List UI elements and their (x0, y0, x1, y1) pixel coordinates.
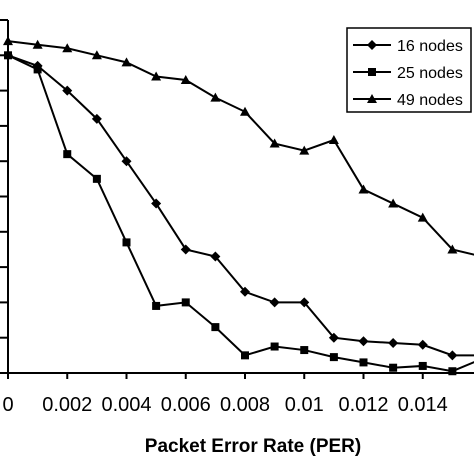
x-tick-label: 0.006 (161, 394, 211, 416)
x-tick-label: 0.012 (338, 394, 388, 416)
data-point (122, 238, 131, 247)
series-layer (3, 36, 474, 376)
data-point (211, 323, 220, 332)
data-point (92, 174, 101, 183)
data-point (210, 251, 221, 262)
x-tick-label: 0 (2, 394, 13, 416)
x-tick-label: 0.01 (285, 394, 324, 416)
x-tick-label: 0.014 (398, 394, 448, 416)
data-point (368, 68, 376, 76)
x-axis-title: Packet Error Rate (PER) (145, 436, 361, 457)
data-point (63, 150, 72, 159)
data-point (91, 50, 102, 60)
data-point (3, 36, 13, 46)
data-point (210, 92, 221, 102)
x-tick-label: 0.004 (101, 394, 151, 416)
chart-axes (0, 19, 474, 379)
data-point (240, 286, 250, 297)
legend: 16 nodes 25 nodes 49 nodes (346, 27, 472, 113)
data-point (300, 346, 309, 355)
data-point (418, 361, 427, 370)
data-point (417, 212, 428, 222)
data-point (447, 244, 458, 254)
series-25-nodes (4, 51, 474, 376)
data-point (121, 57, 132, 67)
data-point (91, 113, 102, 124)
data-point (417, 339, 428, 350)
data-point (329, 353, 338, 362)
data-point (367, 94, 377, 103)
data-point (180, 75, 191, 85)
data-point (181, 298, 190, 307)
data-point (4, 51, 12, 60)
data-point (328, 332, 339, 343)
data-point (270, 342, 279, 351)
data-point (240, 106, 250, 116)
legend-entry: 25 nodes (353, 65, 463, 82)
data-point (269, 138, 280, 148)
data-point (62, 43, 73, 53)
legend-label: 16 nodes (397, 38, 463, 55)
data-point (151, 198, 162, 209)
data-point (180, 244, 191, 255)
data-point (32, 39, 43, 49)
data-point (359, 358, 368, 367)
legend-label: 25 nodes (397, 65, 463, 82)
data-point (151, 71, 162, 81)
data-point (269, 297, 280, 308)
data-point (241, 351, 249, 360)
data-point (447, 350, 458, 361)
data-point (358, 336, 369, 347)
data-point (33, 65, 42, 74)
data-point (388, 337, 399, 348)
data-point (299, 145, 310, 155)
data-point (388, 198, 399, 208)
data-point (299, 297, 310, 308)
series-49-nodes (3, 36, 474, 256)
data-point (152, 301, 161, 310)
data-point (358, 184, 369, 194)
data-point (62, 85, 73, 96)
data-point (328, 135, 339, 145)
legend-entry: 49 nodes (353, 92, 463, 109)
data-point (367, 40, 377, 50)
x-tick-label: 0.008 (220, 394, 270, 416)
data-point (448, 367, 457, 376)
data-point (121, 156, 132, 167)
x-tick-label: 0.002 (42, 394, 92, 416)
legend-label: 49 nodes (397, 92, 463, 109)
legend-entry: 16 nodes (353, 38, 463, 55)
data-point (389, 363, 398, 372)
